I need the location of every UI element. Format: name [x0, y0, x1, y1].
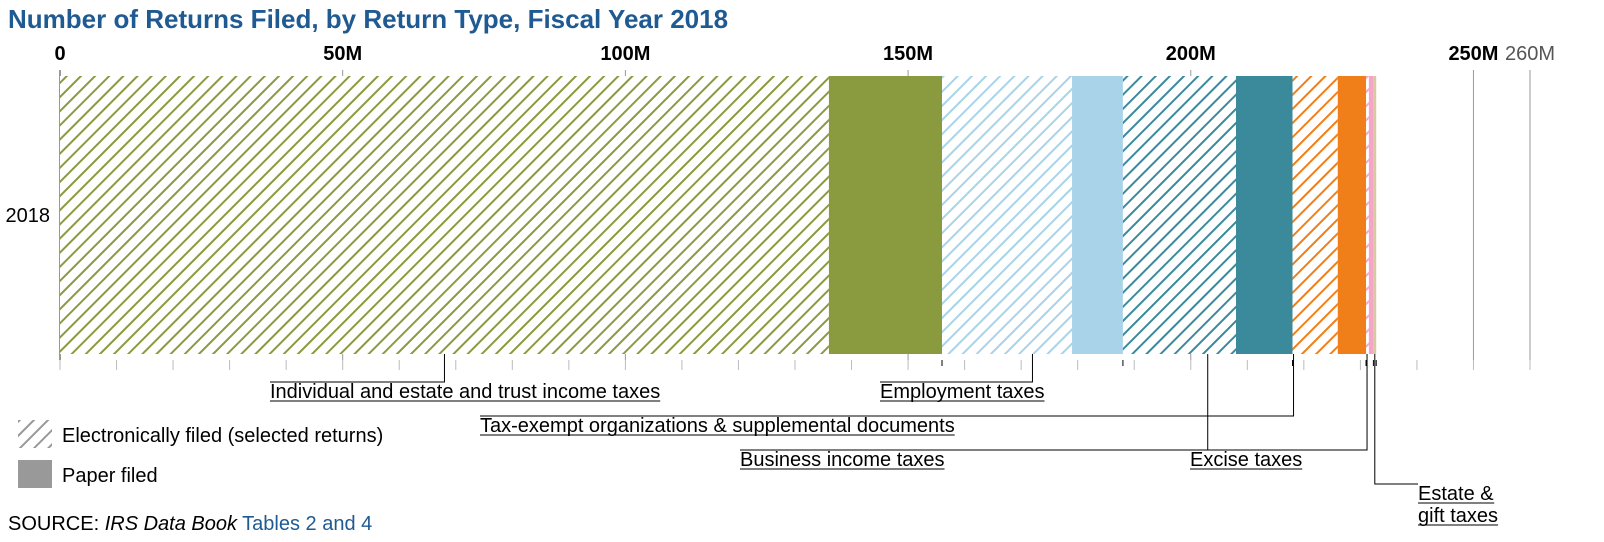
x-tick-label: 50M: [323, 43, 362, 65]
legend-swatch-solid: [18, 460, 52, 488]
bar-segment-paper: [1338, 76, 1366, 354]
x-tick-label: 250M: [1448, 43, 1498, 65]
bar-segment-paper: [829, 76, 942, 354]
bar-segment-elec: [1293, 76, 1338, 354]
bar-segment-paper: [1373, 76, 1376, 354]
callout-label: Individual and estate and trust income t…: [270, 381, 660, 403]
callout-label: Tax-exempt organizations & supplemental …: [480, 415, 955, 437]
source-italic: IRS Data Book: [105, 513, 238, 535]
source-prefix: SOURCE:: [8, 513, 105, 535]
bar-segment-elec: [942, 76, 1072, 354]
x-tick-label: 200M: [1166, 43, 1216, 65]
y-category-label: 2018: [6, 205, 51, 227]
callout-leader: [1190, 354, 1367, 450]
bar-segment-paper: [1369, 76, 1374, 354]
bar-segment-elec: [1123, 76, 1236, 354]
legend-label-paper: Paper filed: [62, 465, 158, 487]
chart-title: Number of Returns Filed, by Return Type,…: [8, 4, 728, 34]
callout-label: Excise taxes: [1190, 449, 1302, 471]
callout-leader: [270, 354, 444, 382]
callout-leader: [1375, 354, 1418, 484]
legend-label-elec: Electronically filed (selected returns): [62, 425, 383, 447]
callout-leader: [880, 354, 1032, 382]
x-tick-label: 150M: [883, 43, 933, 65]
legend-swatch-hatched: [18, 420, 52, 448]
bar-segment-elec: [1366, 76, 1369, 354]
bar-segment-paper: [1236, 76, 1293, 354]
callout-label: Employment taxes: [880, 381, 1045, 403]
x-tick-label: 0: [54, 43, 65, 65]
x-tick-label: 100M: [600, 43, 650, 65]
source-line: SOURCE: IRS Data Book Tables 2 and 4: [8, 513, 372, 535]
callout-label: Estate &: [1418, 483, 1494, 505]
bar-segment-elec: [60, 76, 829, 354]
bar-segment-paper: [1072, 76, 1123, 354]
source-link[interactable]: Tables 2 and 4: [237, 513, 372, 535]
callout-label: Business income taxes: [740, 449, 945, 471]
callout-label: gift taxes: [1418, 505, 1498, 527]
x-tick-label: 260M: [1505, 43, 1555, 65]
